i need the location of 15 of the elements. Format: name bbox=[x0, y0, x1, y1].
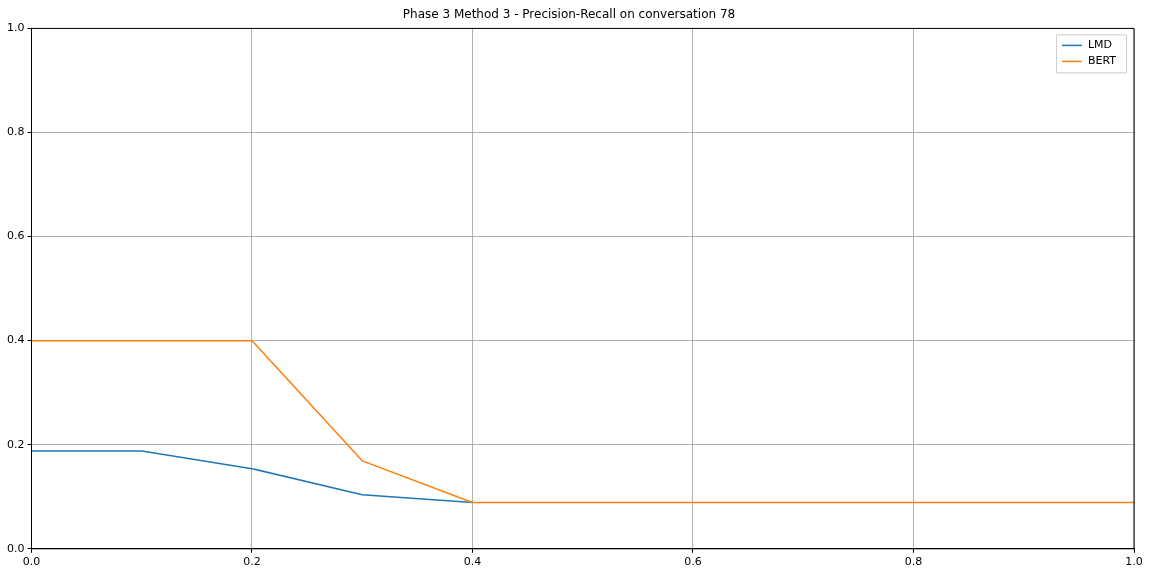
chart-title: Phase 3 Method 3 - Precision-Recall on conversation 78 bbox=[402, 7, 736, 22]
x-tick-label: 0.4 bbox=[463, 555, 482, 569]
legend-label: BERT bbox=[1087, 54, 1117, 68]
y-tick-label: 0.4 bbox=[6, 333, 25, 347]
legend-label: LMD bbox=[1087, 38, 1113, 52]
x-tick-label: 0.6 bbox=[684, 555, 702, 569]
x-tick-label: 0.8 bbox=[904, 555, 923, 569]
y-tick-label: 0.6 bbox=[6, 229, 25, 243]
x-tick-label: 1.0 bbox=[1125, 555, 1143, 569]
y-tick-label: 0.8 bbox=[6, 125, 25, 139]
y-tick-label: 0.2 bbox=[6, 437, 25, 451]
x-tick-label: 0.2 bbox=[243, 555, 261, 569]
y-tick-label: 1.0 bbox=[6, 21, 25, 35]
y-tick-label: 0.0 bbox=[6, 541, 25, 555]
x-tick-label: 0.0 bbox=[22, 555, 41, 569]
